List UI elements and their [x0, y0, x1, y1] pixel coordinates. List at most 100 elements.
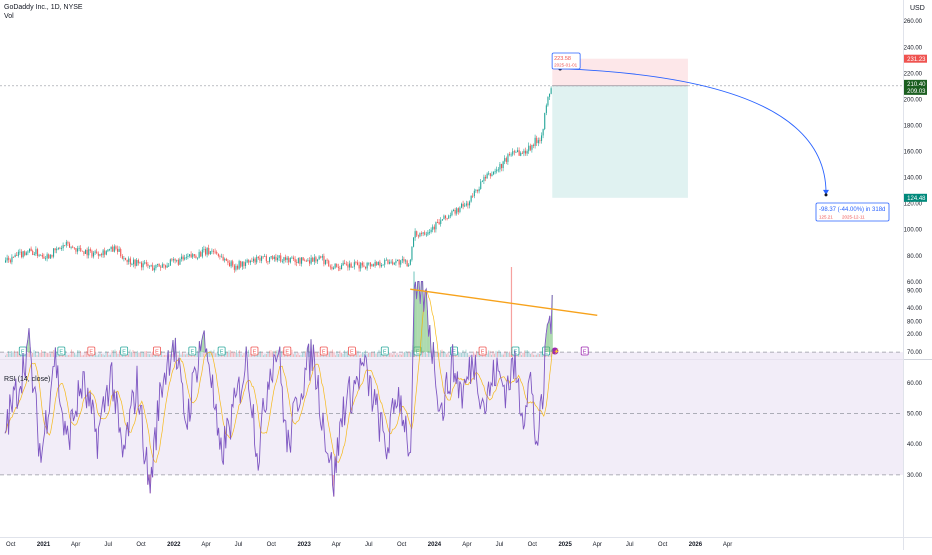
volume-bar: [28, 350, 30, 357]
candle-body: [88, 249, 90, 256]
volume-bar: [324, 355, 326, 357]
volume-bar: [94, 351, 96, 357]
volume-bar: [424, 352, 426, 357]
candle-body: [377, 261, 379, 266]
volume-bar: [280, 351, 282, 357]
volume-bar: [373, 351, 375, 357]
candle-body: [60, 248, 63, 249]
candle-body: [499, 163, 501, 170]
volume-bar: [435, 352, 437, 357]
price-tick-label: 140.00: [904, 176, 923, 182]
volume-bar: [490, 354, 492, 357]
volume-bar: [502, 354, 504, 357]
candle-body: [96, 251, 98, 254]
rsi-label[interactable]: RSI (14, close): [4, 376, 51, 383]
candle-body: [430, 229, 432, 232]
candle-body: [500, 163, 503, 169]
projection-start-box: [551, 52, 581, 70]
candle-body: [339, 267, 341, 270]
time-tick-label: 2021: [37, 542, 51, 548]
candle-body: [532, 144, 535, 146]
volume-bar: [196, 350, 198, 357]
rsi-line: [4, 281, 553, 497]
volume-bar: [436, 351, 438, 357]
candle-body: [352, 266, 354, 268]
candle-body: [379, 261, 381, 267]
volume-bar: [285, 354, 287, 357]
candle-body: [131, 264, 133, 265]
time-tick-label: Oct: [658, 542, 668, 548]
symbol-title[interactable]: GoDaddy Inc., 1D, NYSE: [4, 4, 83, 11]
candle-body: [523, 150, 525, 154]
time-tick-label: 2023: [297, 542, 311, 548]
candle-body: [24, 251, 26, 256]
candle-body: [174, 259, 176, 261]
candle-body: [425, 234, 427, 236]
rsi-tick-label: 80.00: [907, 319, 923, 325]
volume-bar: [472, 351, 474, 357]
candle-body: [368, 262, 370, 264]
earnings-event-letter: E: [89, 350, 93, 356]
candle-body: [208, 247, 210, 255]
candle-body: [169, 259, 171, 266]
volume-bar: [441, 349, 443, 357]
candle-body: [289, 258, 291, 263]
candle-body: [504, 158, 506, 162]
time-tick-label: Apr: [593, 542, 602, 548]
candle-body: [459, 207, 461, 212]
volume-bar: [495, 350, 497, 357]
currency-label[interactable]: USD: [910, 5, 925, 12]
candle-body: [4, 260, 7, 263]
projection-start-date: 2025-01-01: [554, 63, 578, 68]
volume-bar: [130, 351, 132, 357]
volume-bar: [43, 351, 45, 357]
volume-label[interactable]: Vol: [4, 13, 14, 20]
time-tick-label: Oct: [267, 542, 277, 548]
candle-body: [176, 259, 178, 261]
volume-bar: [220, 354, 222, 357]
candle-body: [11, 256, 13, 263]
candle-body: [179, 259, 181, 265]
earnings-event-letter: E: [21, 350, 25, 356]
volume-bar: [393, 352, 395, 357]
candle-body: [353, 262, 355, 267]
volume-bar: [538, 354, 540, 357]
volume-bar: [528, 351, 530, 357]
candle-body: [51, 255, 53, 257]
candle-body: [371, 264, 373, 267]
volume-bar: [249, 354, 251, 357]
candle-body: [384, 259, 386, 265]
volume-bar: [15, 353, 17, 357]
current-price-badge: 210.40: [907, 82, 926, 88]
volume-bar: [184, 354, 186, 357]
candle-body: [470, 195, 472, 202]
candle-body: [376, 262, 378, 266]
volume-bar: [186, 353, 188, 357]
candle-body: [472, 195, 474, 197]
volume-bar: [225, 351, 227, 357]
volume-bar: [489, 350, 491, 357]
volume-bar: [291, 349, 293, 357]
candle-body: [539, 140, 541, 142]
candle-body: [188, 254, 191, 256]
volume-bar: [282, 350, 284, 357]
volume-bar: [340, 352, 342, 357]
rsi-tick-label: 50.00: [907, 412, 923, 418]
volume-bar: [171, 354, 173, 357]
volume-bar: [207, 351, 209, 357]
candle-body: [521, 152, 523, 154]
candle-body: [465, 203, 467, 206]
volume-bar: [520, 355, 522, 357]
volume-bar: [211, 352, 213, 357]
volume-bar: [72, 351, 74, 357]
projection-arrowhead: [823, 189, 829, 195]
time-tick-label: 2022: [167, 542, 181, 548]
time-tick-label: Oct: [397, 542, 407, 548]
volume-bar: [375, 353, 377, 357]
volume-bar: [85, 351, 87, 357]
volume-bar: [483, 354, 485, 357]
volume-bar: [400, 354, 402, 357]
current-price-badge-box: [904, 79, 927, 88]
